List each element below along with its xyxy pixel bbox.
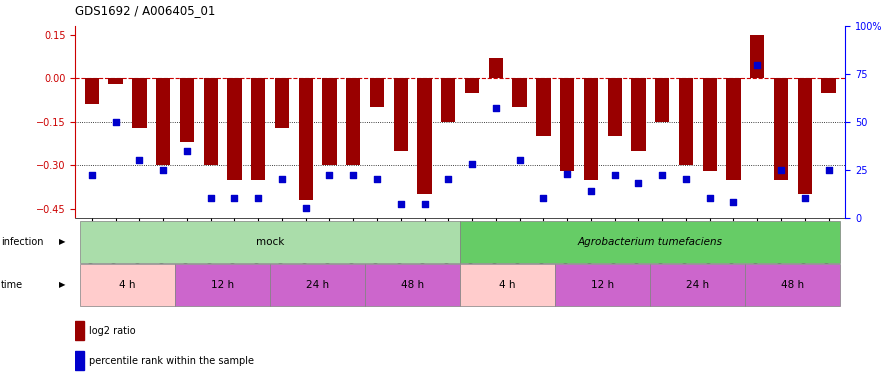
Text: log2 ratio: log2 ratio — [89, 326, 135, 336]
Point — [227, 195, 242, 201]
Bar — [270, 264, 366, 306]
Text: Agrobacterium tumefaciens: Agrobacterium tumefaciens — [578, 237, 723, 247]
Text: ▶: ▶ — [58, 280, 65, 290]
Bar — [460, 264, 555, 306]
Bar — [679, 78, 693, 165]
Point — [418, 201, 432, 207]
Point — [85, 172, 99, 178]
Point — [631, 180, 645, 186]
Point — [536, 195, 550, 201]
Point — [133, 157, 147, 163]
Bar — [465, 78, 479, 93]
Text: percentile rank within the sample: percentile rank within the sample — [89, 356, 254, 366]
Bar — [745, 264, 841, 306]
Bar — [560, 78, 574, 171]
Text: 24 h: 24 h — [306, 280, 329, 290]
Bar — [180, 78, 194, 142]
Bar — [536, 78, 550, 136]
Text: 4 h: 4 h — [119, 280, 135, 290]
Point — [346, 172, 360, 178]
Bar — [75, 321, 84, 340]
Bar — [655, 78, 669, 122]
Point — [180, 147, 194, 154]
Text: ▶: ▶ — [58, 237, 65, 246]
Point — [204, 195, 218, 201]
Bar — [797, 78, 812, 194]
Bar — [251, 78, 266, 180]
Text: 24 h: 24 h — [686, 280, 710, 290]
Point — [512, 157, 527, 163]
Bar — [489, 58, 503, 78]
Bar — [85, 78, 99, 105]
Bar — [703, 78, 717, 171]
Point — [298, 205, 312, 211]
Bar — [370, 78, 384, 107]
Text: 48 h: 48 h — [401, 280, 424, 290]
Bar — [298, 78, 313, 200]
Text: time: time — [1, 280, 23, 290]
Point — [394, 201, 408, 207]
Bar — [80, 221, 460, 262]
Bar — [80, 264, 175, 306]
Text: 4 h: 4 h — [499, 280, 516, 290]
Point — [727, 199, 741, 205]
Point — [750, 62, 765, 68]
Bar — [650, 264, 745, 306]
Text: 48 h: 48 h — [781, 280, 804, 290]
Point — [275, 176, 289, 182]
Bar — [442, 78, 456, 122]
Point — [821, 166, 835, 172]
Bar — [156, 78, 170, 165]
Text: GDS1692 / A006405_01: GDS1692 / A006405_01 — [75, 4, 216, 17]
Point — [773, 166, 789, 172]
Bar — [394, 78, 408, 151]
Point — [156, 166, 170, 172]
Point — [703, 195, 717, 201]
Bar — [132, 78, 147, 128]
Bar — [75, 351, 84, 370]
Point — [370, 176, 384, 182]
Bar — [607, 78, 622, 136]
Bar — [512, 78, 527, 107]
Bar — [109, 78, 123, 84]
Text: 12 h: 12 h — [591, 280, 614, 290]
Bar — [227, 78, 242, 180]
Point — [109, 119, 123, 125]
Point — [322, 172, 336, 178]
Text: infection: infection — [1, 237, 43, 247]
Bar — [418, 78, 432, 194]
Bar — [727, 78, 741, 180]
Bar — [275, 78, 289, 128]
Bar — [460, 221, 841, 262]
Text: 12 h: 12 h — [211, 280, 235, 290]
Point — [608, 172, 622, 178]
Bar — [750, 35, 765, 78]
Bar — [366, 264, 460, 306]
Bar — [204, 78, 218, 165]
Text: mock: mock — [256, 237, 284, 247]
Point — [251, 195, 266, 201]
Bar — [821, 78, 835, 93]
Point — [489, 105, 503, 111]
Point — [797, 195, 812, 201]
Bar — [346, 78, 360, 165]
Point — [584, 188, 598, 194]
Bar — [631, 78, 645, 151]
Bar — [175, 264, 270, 306]
Point — [442, 176, 456, 182]
Bar — [322, 78, 336, 165]
Bar — [555, 264, 650, 306]
Point — [465, 161, 479, 167]
Point — [655, 172, 669, 178]
Bar — [584, 78, 598, 180]
Point — [560, 171, 574, 177]
Bar — [773, 78, 789, 180]
Point — [679, 176, 693, 182]
